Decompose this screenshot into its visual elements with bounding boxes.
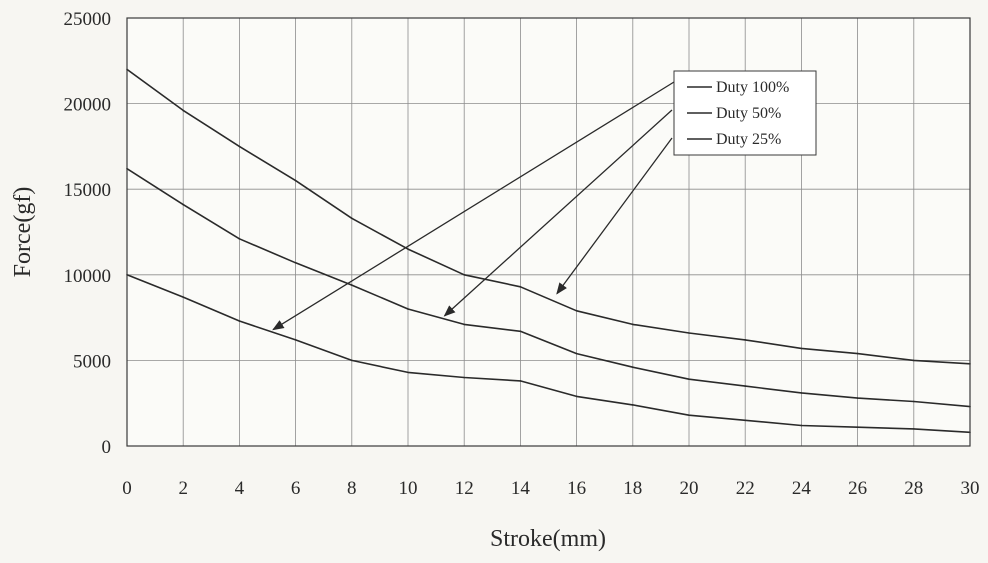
y-tick-label: 20000 — [64, 95, 112, 116]
data-point — [407, 248, 409, 250]
x-tick-label: 22 — [736, 478, 755, 499]
data-point — [575, 352, 578, 355]
x-tick-label: 0 — [122, 478, 132, 499]
y-axis-title: Force(gf) — [10, 187, 36, 278]
data-point — [632, 366, 634, 369]
legend: Duty 100% Duty 50% Duty 25% — [673, 70, 817, 156]
data-point — [463, 274, 466, 276]
data-point — [182, 203, 184, 206]
data-point — [744, 419, 746, 422]
series-line-duty-50 — [126, 168, 971, 408]
data-point — [294, 262, 297, 264]
y-tick-label: 5000 — [73, 351, 111, 372]
x-tick-label: 14 — [511, 478, 531, 499]
x-tick-label: 10 — [399, 478, 418, 499]
y-tick-label: 15000 — [64, 180, 112, 201]
data-point — [856, 426, 859, 428]
data-point — [238, 238, 241, 240]
x-tick-label: 2 — [178, 478, 188, 499]
data-point — [294, 339, 297, 341]
series-lines — [126, 68, 971, 434]
data-point — [463, 376, 466, 379]
data-point — [519, 330, 522, 333]
x-tick-label: 4 — [235, 478, 245, 499]
data-point — [632, 404, 634, 406]
x-axis-ticks: 0 2 4 6 8 10 12 14 16 18 20 22 24 26 28 30 — [122, 478, 979, 499]
data-point — [800, 347, 803, 350]
x-tick-label: 8 — [347, 478, 357, 499]
data-point — [463, 323, 466, 326]
data-point — [913, 428, 915, 430]
y-tick-label: 25000 — [64, 9, 112, 30]
data-point — [744, 385, 746, 387]
legend-label-duty-100: Duty 100% — [716, 79, 789, 96]
x-tick-label: 16 — [567, 478, 586, 499]
x-tick-label: 30 — [961, 478, 980, 499]
series-line-duty-25 — [126, 274, 971, 434]
x-tick-label: 18 — [623, 478, 642, 499]
plot-background — [127, 18, 970, 446]
x-tick-label: 12 — [455, 478, 474, 499]
data-point — [688, 414, 690, 416]
data-point — [238, 320, 241, 322]
x-tick-label: 24 — [792, 478, 812, 499]
x-axis-title: Stroke(mm) — [490, 526, 606, 552]
data-point — [519, 380, 522, 382]
plot-frame — [126, 17, 971, 447]
x-tick-label: 28 — [904, 478, 923, 499]
annotation-arrow — [556, 137, 673, 295]
series-line-duty-100 — [126, 68, 971, 365]
data-point — [913, 359, 915, 362]
y-tick-label: 0 — [102, 437, 112, 458]
y-axis-ticks: 0 5000 10000 15000 20000 25000 — [64, 9, 112, 458]
data-point — [182, 109, 184, 112]
annotation-arrow — [272, 81, 675, 331]
data-point — [856, 397, 859, 399]
data-point — [182, 296, 184, 298]
legend-label-duty-25: Duty 25% — [716, 131, 781, 148]
data-point — [575, 309, 578, 312]
x-tick-label: 20 — [680, 478, 699, 499]
data-point — [856, 352, 859, 355]
data-point — [351, 284, 353, 286]
x-tick-label: 26 — [848, 478, 867, 499]
data-point — [351, 359, 353, 362]
data-point — [351, 217, 353, 220]
data-point — [688, 332, 690, 334]
data-point — [744, 339, 746, 341]
data-point — [575, 395, 578, 398]
annotation-arrows — [272, 81, 675, 331]
data-point — [800, 424, 803, 427]
data-point — [913, 400, 915, 403]
data-point — [632, 323, 634, 326]
data-point — [407, 308, 409, 310]
data-point — [519, 285, 522, 288]
legend-label-duty-50: Duty 50% — [716, 105, 781, 122]
y-tick-label: 10000 — [64, 266, 112, 287]
data-point — [800, 392, 803, 394]
data-point — [238, 145, 241, 148]
annotation-arrow — [443, 109, 673, 317]
data-point — [294, 179, 297, 182]
x-tick-label: 6 — [291, 478, 301, 499]
data-point — [688, 378, 690, 381]
data-point — [407, 371, 409, 374]
